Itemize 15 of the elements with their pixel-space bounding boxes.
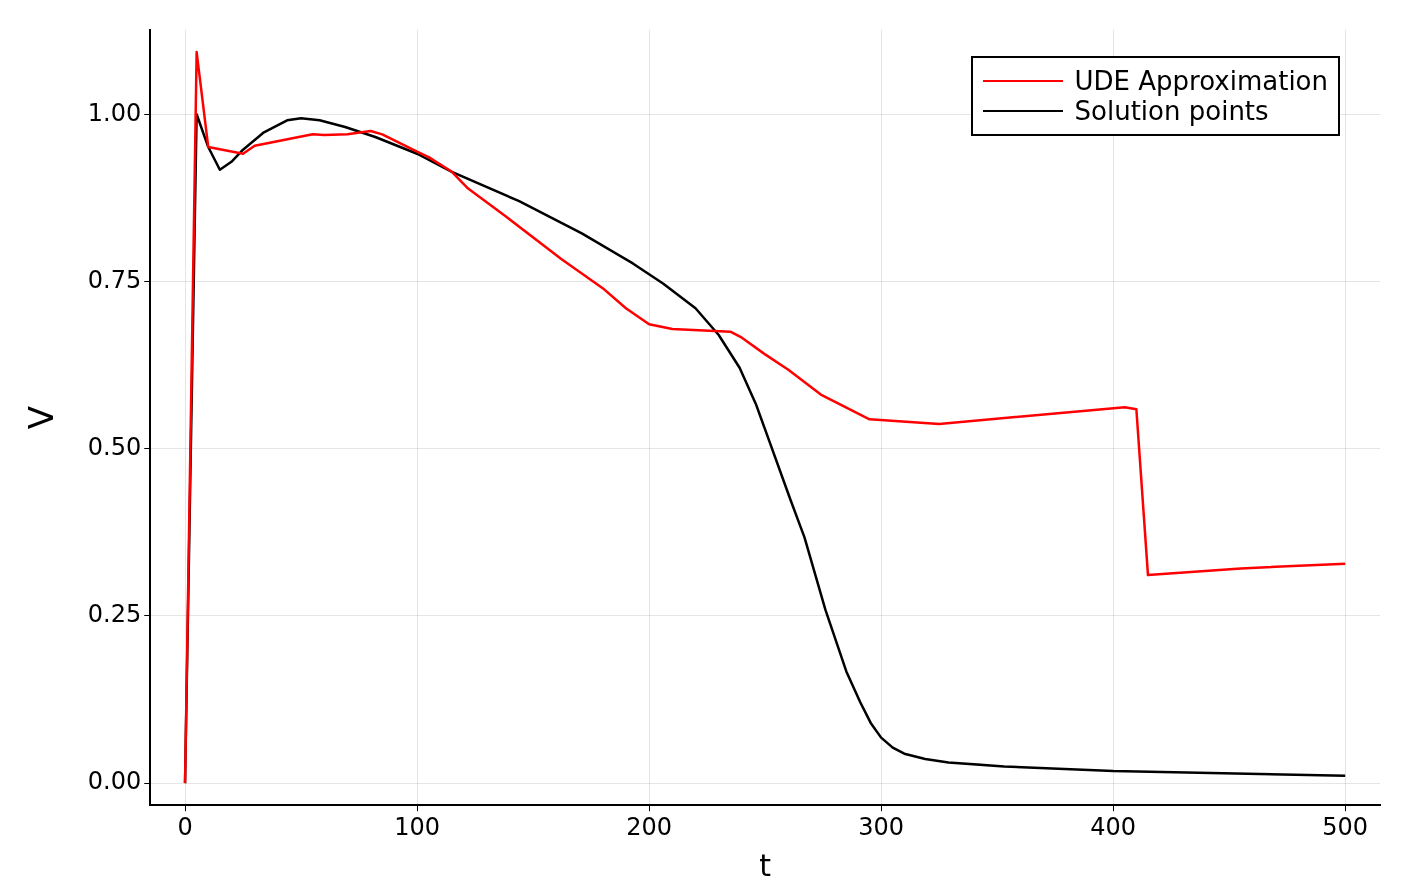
x-axis-title: t: [759, 847, 772, 883]
y-tick-label: 0.00: [87, 767, 142, 796]
legend-label: UDE Approximation: [1074, 66, 1328, 96]
y-tick-label: 0.50: [87, 432, 142, 461]
x-tick-label: 300: [858, 812, 905, 841]
x-tick-label: 400: [1090, 812, 1137, 841]
y-tick-label: 1.00: [87, 98, 142, 127]
y-tick-label: 0.75: [87, 265, 142, 294]
y-tick-label: 0.25: [87, 600, 142, 629]
legend-label: Solution points: [1074, 96, 1269, 126]
x-tick-label: 0: [177, 812, 193, 841]
y-axis-title: V: [21, 405, 62, 430]
x-tick-label: 200: [626, 812, 673, 841]
x-tick-label: 500: [1322, 812, 1369, 841]
x-tick-label: 100: [394, 812, 440, 841]
